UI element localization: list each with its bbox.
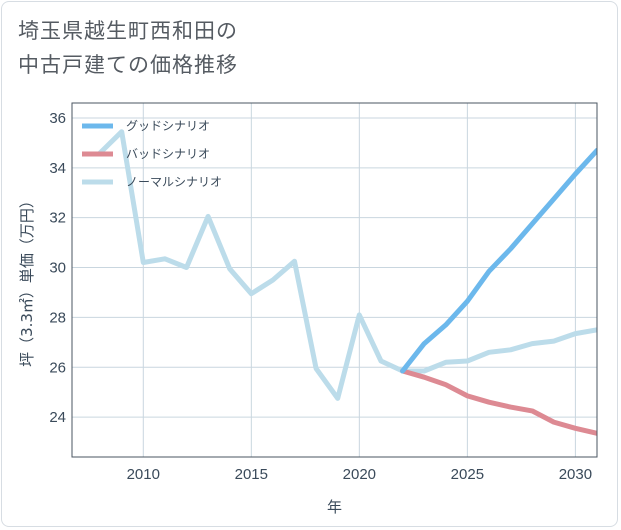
y-tick-label-24: 24 — [49, 409, 66, 426]
legend-label-good: グッドシナリオ — [126, 119, 210, 133]
series-lines — [97, 129, 597, 436]
x-tick-label-2010: 2010 — [127, 466, 160, 483]
plot-area-border — [71, 102, 598, 458]
x-axis-label: 年 — [327, 498, 342, 516]
y-tick-label-26: 26 — [49, 359, 66, 376]
chart-title: 埼玉県越生町西和田の 中古戸建ての価格推移 — [18, 14, 238, 82]
legend-label-normal: ノーマルシナリオ — [126, 175, 222, 189]
y-tick-label-36: 36 — [49, 110, 66, 127]
chart-title-line-1: 埼玉県越生町西和田の — [18, 19, 238, 43]
y-tick-label-32: 32 — [49, 210, 66, 227]
series-line-bad — [400, 368, 597, 436]
x-tick-label-2020: 2020 — [343, 466, 376, 483]
y-tick-label-30: 30 — [49, 260, 66, 277]
series-line-normal — [97, 129, 597, 401]
x-tick-label-2015: 2015 — [235, 466, 268, 483]
chart-title-line-2: 中古戸建ての価格推移 — [18, 53, 238, 77]
series-line-good — [400, 147, 597, 374]
tick-labels: 2010 2015 2020 2025 2030 24 26 28 30 32 34 36 — [49, 110, 592, 483]
y-tick-label-34: 34 — [49, 160, 66, 177]
x-tick-label-2030: 2030 — [559, 466, 592, 483]
legend-label-bad: バッドシナリオ — [126, 147, 210, 161]
y-axis-label: 坪（3.3㎡）単価（万円） — [18, 193, 36, 367]
x-tick-label-2025: 2025 — [451, 466, 484, 483]
grid-lines — [72, 103, 597, 457]
y-tick-label-28: 28 — [49, 309, 66, 326]
